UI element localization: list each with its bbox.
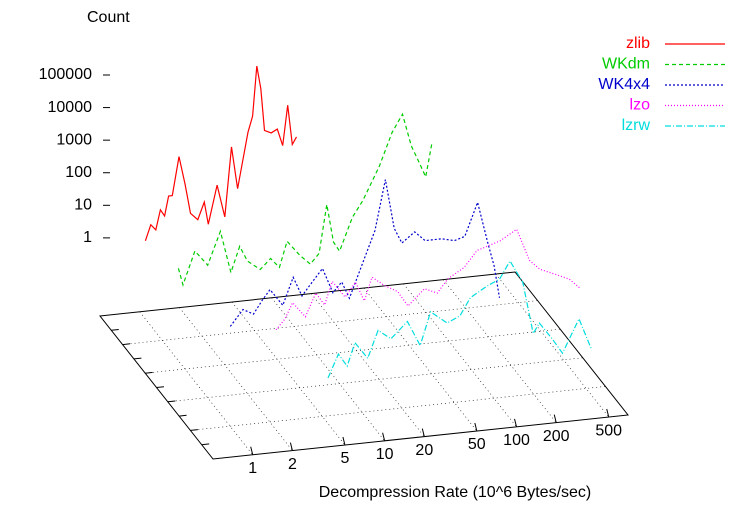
x-tick (382, 432, 386, 441)
legend-label: lzrw (622, 117, 651, 134)
x-tick-label: 200 (543, 428, 570, 445)
series-line (144, 65, 298, 241)
x-tick (342, 436, 346, 446)
edge-tick (133, 357, 142, 360)
legend-label: WK4x4 (598, 76, 650, 93)
x-tick-label: 100 (503, 432, 530, 449)
z-tick-label: 10000 (48, 99, 93, 116)
grid-line (495, 273, 609, 418)
x-tick (250, 446, 254, 455)
x-tick-label: 50 (468, 436, 486, 453)
chart-title: Count (87, 9, 130, 26)
edge-tick (179, 414, 187, 417)
z-tick-label: 1000 (56, 131, 92, 148)
x-tick (606, 408, 610, 418)
series-line (177, 112, 433, 287)
series-line (275, 228, 580, 331)
edge-tick (111, 329, 119, 331)
edge-tick (122, 343, 131, 346)
z-tick-label: 100 (65, 164, 92, 181)
grid-line (403, 283, 517, 428)
legend-label: WKdm (602, 56, 650, 73)
edge-tick (201, 443, 210, 446)
series-line (327, 259, 593, 379)
floor-grid-line (167, 357, 583, 403)
z-tick-label: 10 (74, 197, 92, 214)
grid-line (179, 307, 293, 451)
x-tick-label: 10 (376, 446, 394, 463)
floor-grid-line (122, 300, 538, 345)
x-tick-label: 20 (415, 442, 433, 459)
grid-line (231, 301, 346, 446)
x-tick (553, 414, 557, 423)
x-tick-label: 500 (595, 422, 622, 439)
x-tick-label: 5 (340, 450, 349, 467)
x-axis-label: Decompression Rate (10^6 Bytes/sec) (319, 484, 592, 501)
grid-line (442, 279, 557, 423)
grid-line (363, 287, 478, 432)
x-tick-label: 2 (288, 456, 297, 473)
edge-tick (190, 429, 198, 431)
edge-tick (145, 371, 153, 374)
grid-line (139, 311, 253, 455)
x-tick (289, 442, 293, 451)
grid-line (271, 297, 385, 441)
legend-label: lzo (630, 97, 651, 114)
series-line (229, 179, 501, 327)
legend-label: zlib (626, 35, 650, 52)
edge-tick (156, 386, 165, 388)
z-tick-label: 100000 (39, 66, 92, 83)
grid-line (311, 293, 425, 437)
x-tick (514, 418, 518, 427)
x-tick (474, 422, 478, 432)
edge-tick (167, 400, 176, 403)
z-tick-label: 1 (83, 229, 92, 246)
floor-grid-line (190, 386, 606, 431)
x-tick (421, 428, 425, 437)
floor-outline (99, 271, 629, 460)
x-tick-label: 1 (248, 460, 257, 477)
